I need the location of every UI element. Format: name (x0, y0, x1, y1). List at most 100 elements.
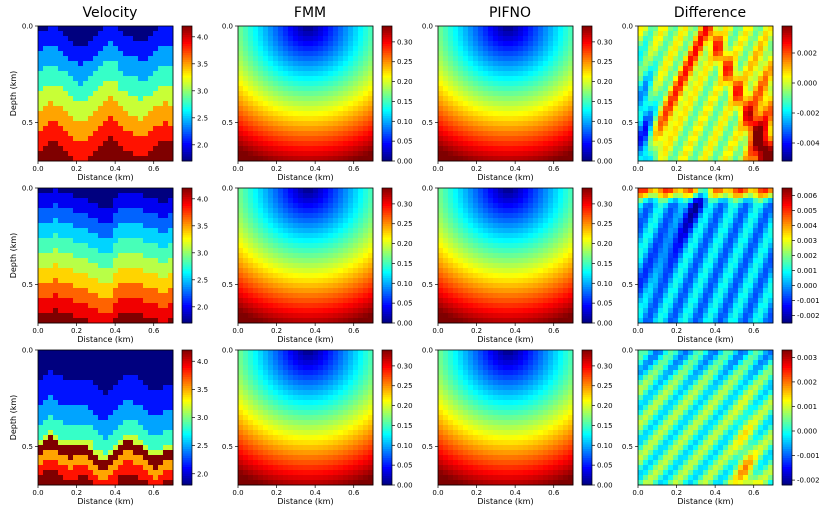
heatmap-cell (68, 146, 74, 152)
heatmap-cell (358, 111, 364, 117)
heatmap-cell (368, 273, 374, 279)
heatmap-cell (323, 51, 329, 57)
heatmap-cell (318, 71, 324, 77)
heatmap-cell (38, 26, 44, 32)
heatmap-cell (243, 278, 249, 284)
heatmap-cell (163, 313, 169, 319)
heatmap-cell (473, 121, 479, 127)
heatmap-cell (658, 121, 664, 127)
heatmap-cell (148, 106, 154, 112)
heatmap-cell (758, 26, 764, 32)
heatmap-cell (558, 61, 564, 67)
heatmap-cell (298, 131, 304, 137)
colorbar-segment (382, 136, 392, 139)
heatmap-cell (478, 31, 484, 37)
heatmap-cell (263, 151, 269, 157)
heatmap-cell (308, 243, 314, 249)
colorbar-segment (582, 59, 592, 63)
heatmap-cell (348, 288, 354, 294)
heatmap-cell (513, 71, 519, 77)
heatmap-cell (243, 156, 249, 162)
heatmap-cell (538, 198, 544, 204)
heatmap-cell (288, 51, 294, 57)
heatmap-cell (313, 86, 319, 92)
heatmap-cell (653, 131, 659, 137)
heatmap-cell (63, 141, 69, 147)
heatmap-cell (293, 303, 299, 309)
heatmap-cell (353, 41, 359, 47)
heatmap-cell (473, 116, 479, 122)
heatmap-cell (108, 111, 114, 117)
heatmap-cell (313, 263, 319, 269)
heatmap-cell (53, 248, 59, 254)
colorbar-segment (382, 278, 392, 281)
colorbar-segment (382, 197, 392, 200)
heatmap-cell (488, 41, 494, 47)
heatmap-cell (353, 61, 359, 67)
heatmap-cell (148, 86, 154, 92)
heatmap-cell (718, 66, 724, 72)
heatmap-cell (658, 66, 664, 72)
heatmap-cell (258, 283, 264, 289)
heatmap-cell (343, 26, 349, 32)
heatmap-cell (368, 81, 374, 87)
heatmap-cell (733, 101, 739, 107)
heatmap-cell (513, 111, 519, 117)
heatmap-cell (243, 56, 249, 62)
heatmap-cell (288, 126, 294, 132)
heatmap-cell (713, 111, 719, 117)
heatmap-cell (43, 31, 49, 37)
heatmap-cell (533, 76, 539, 82)
heatmap-cell (713, 136, 719, 142)
heatmap-cell (298, 146, 304, 152)
heatmap-cell (508, 26, 514, 32)
heatmap-cell (733, 96, 739, 102)
heatmap-cell (513, 141, 519, 147)
heatmap-cell (473, 81, 479, 87)
heatmap-cell (303, 283, 309, 289)
heatmap-cell (293, 313, 299, 319)
heatmap-cell (353, 193, 359, 199)
heatmap-cell (768, 56, 774, 62)
heatmap-cell (38, 248, 44, 254)
heatmap-cell (318, 273, 324, 279)
heatmap-cell (263, 31, 269, 37)
heatmap-cell (238, 46, 244, 52)
heatmap-cell (358, 218, 364, 224)
heatmap-cell (358, 258, 364, 264)
heatmap-cell (488, 151, 494, 157)
heatmap-cell (303, 203, 309, 209)
heatmap-cell (438, 131, 444, 137)
heatmap-cell (253, 243, 259, 249)
heatmap-cell (113, 81, 119, 87)
heatmap-cell (358, 198, 364, 204)
heatmap-cell (103, 213, 109, 219)
heatmap-cell (743, 36, 749, 42)
heatmap-cell (93, 213, 99, 219)
heatmap-cell (43, 188, 49, 194)
heatmap-cell (718, 36, 724, 42)
heatmap-cell (568, 36, 574, 42)
heatmap-cell (148, 298, 154, 304)
heatmap-cell (328, 278, 334, 284)
heatmap-cell (88, 141, 94, 147)
heatmap-cell (308, 188, 314, 194)
colorbar-tick-label: 3.0 (197, 249, 208, 257)
heatmap-cell (68, 223, 74, 229)
heatmap-cell (673, 41, 679, 47)
heatmap-cell (298, 116, 304, 122)
heatmap-cell (68, 116, 74, 122)
heatmap-cell (68, 298, 74, 304)
heatmap-cell (533, 71, 539, 77)
heatmap-cell (323, 208, 329, 214)
heatmap-cell (148, 193, 154, 199)
heatmap-cell (728, 81, 734, 87)
heatmap-cell (83, 193, 89, 199)
colorbar: 0.300.250.200.150.100.050.00 (381, 187, 413, 328)
heatmap-cell (108, 131, 114, 137)
heatmap-cell (158, 56, 164, 62)
heatmap-cell (83, 101, 89, 107)
heatmap-cell (123, 126, 129, 132)
heatmap-cell (278, 36, 284, 42)
heatmap-cell (308, 76, 314, 82)
